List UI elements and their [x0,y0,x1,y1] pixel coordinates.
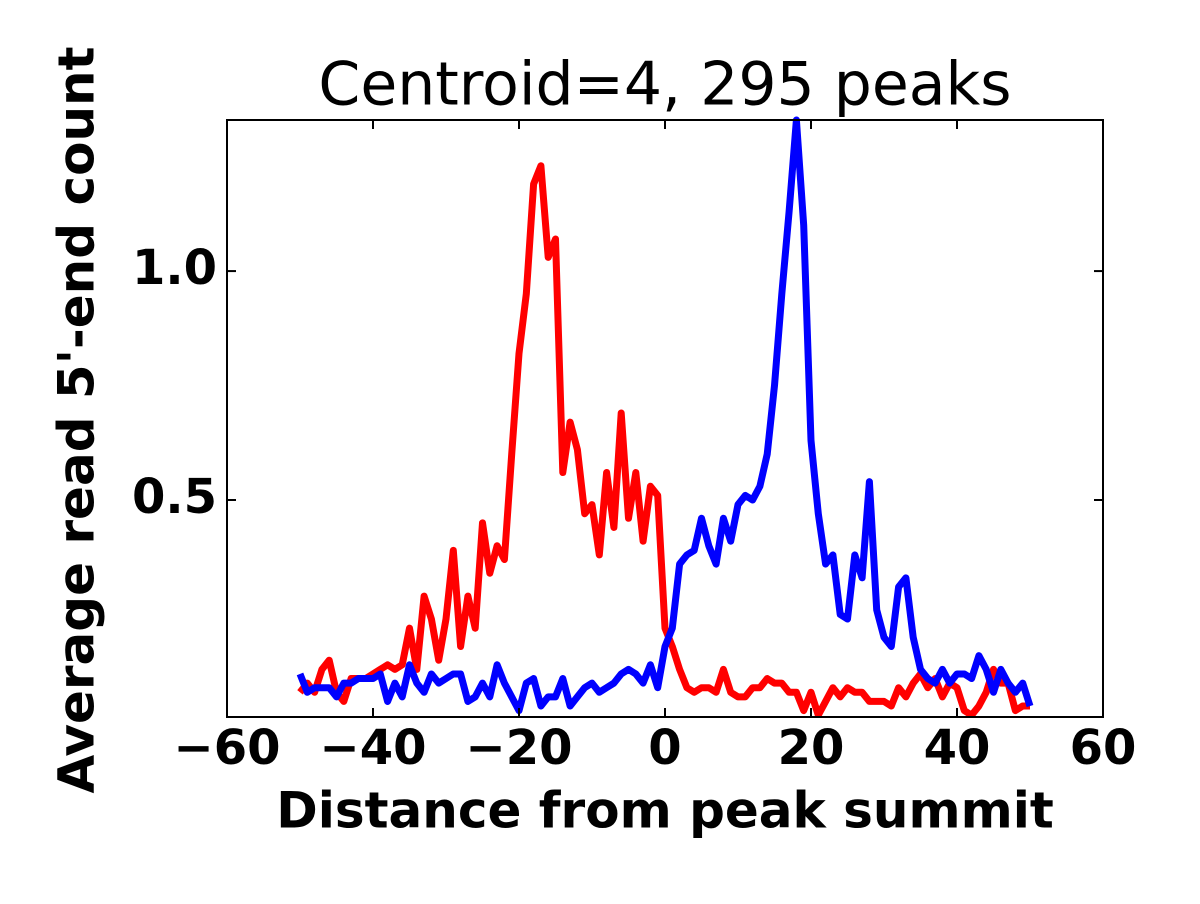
y-axis-label: Average read 5'-end count [48,46,106,793]
y-tick-label: 1.0 [132,240,217,296]
y-tick-label: 0.5 [132,469,217,525]
x-tick-label: 0 [648,720,681,776]
data-line [297,162,1030,717]
x-axis-label: Distance from peak summit [276,782,1054,840]
x-tick-label: 60 [1070,720,1137,776]
chart-title: Centroid=4, 295 peaks [318,50,1011,120]
x-tick-label: 40 [924,720,991,776]
data-line [296,116,1034,715]
x-tick-label: −20 [465,720,572,776]
x-tick-label: −40 [319,720,426,776]
x-tick-label: −60 [173,720,280,776]
x-tick-label: 20 [778,720,845,776]
